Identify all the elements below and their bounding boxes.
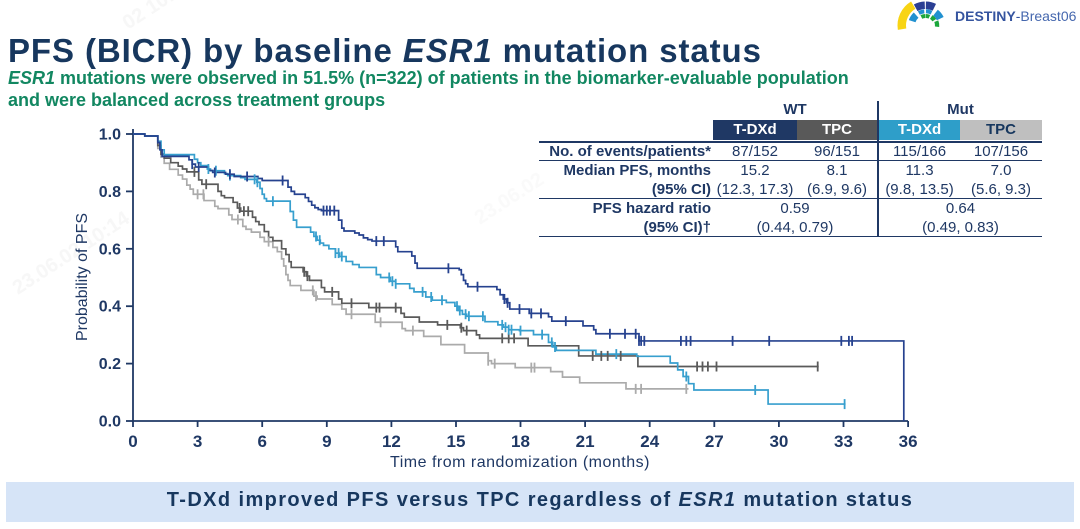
svg-text:23.06.02: 23.06.02	[471, 168, 548, 229]
svg-text:18: 18	[511, 432, 530, 451]
svg-text:3: 3	[193, 432, 202, 451]
svg-text:0.2: 0.2	[99, 356, 121, 373]
svg-text:Time from randomization (month: Time from randomization (months)	[390, 454, 650, 471]
svg-text:12: 12	[382, 432, 401, 451]
svg-text:33: 33	[834, 432, 853, 451]
svg-text:27: 27	[705, 432, 724, 451]
svg-text:6: 6	[257, 432, 266, 451]
svg-text:0.8: 0.8	[99, 184, 121, 201]
svg-text:1.0: 1.0	[99, 127, 121, 144]
svg-text:0: 0	[128, 432, 137, 451]
svg-text:15: 15	[447, 432, 466, 451]
svg-text:30: 30	[769, 432, 788, 451]
svg-text:02 10:14: 02 10:14	[119, 0, 198, 34]
svg-text:0.0: 0.0	[99, 414, 121, 431]
svg-text:36: 36	[899, 432, 918, 451]
svg-text:Probability of PFS: Probability of PFS	[74, 213, 91, 341]
svg-text:24: 24	[640, 432, 659, 451]
svg-text:9: 9	[322, 432, 331, 451]
svg-text:0.4: 0.4	[99, 299, 121, 316]
svg-text:21: 21	[576, 432, 595, 451]
svg-text:0.6: 0.6	[99, 241, 121, 258]
